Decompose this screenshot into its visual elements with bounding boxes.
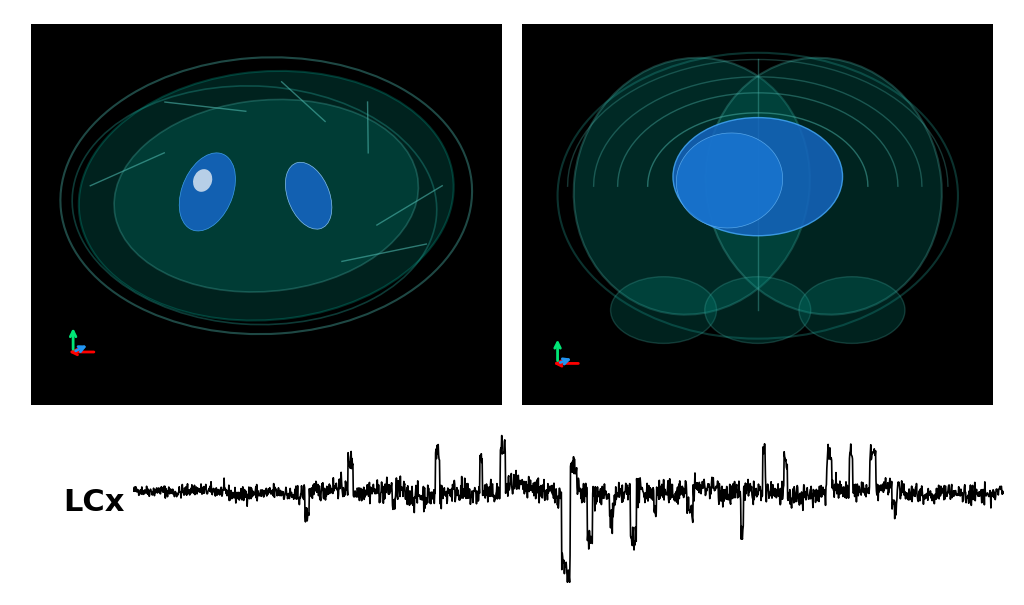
Ellipse shape [799, 276, 905, 344]
Ellipse shape [114, 99, 419, 292]
Text: LCx: LCx [63, 488, 125, 517]
Ellipse shape [179, 153, 236, 231]
Ellipse shape [194, 169, 212, 192]
Ellipse shape [676, 133, 782, 228]
Ellipse shape [610, 276, 717, 344]
Ellipse shape [573, 57, 810, 315]
Ellipse shape [673, 117, 843, 236]
Ellipse shape [705, 276, 811, 344]
Ellipse shape [286, 162, 332, 229]
Ellipse shape [79, 71, 454, 321]
Ellipse shape [706, 57, 942, 315]
